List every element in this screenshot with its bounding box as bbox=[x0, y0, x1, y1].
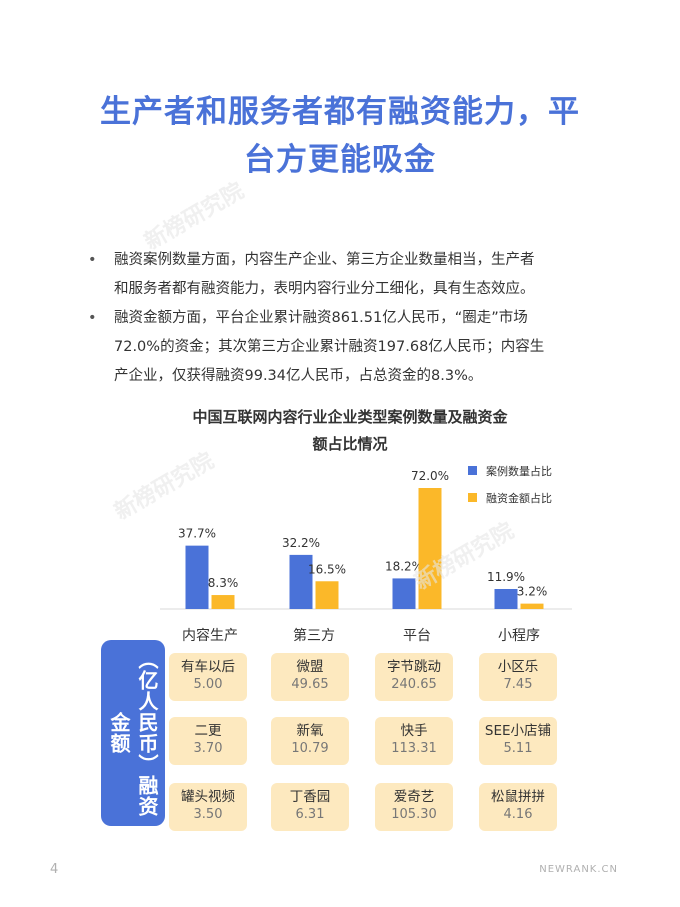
company-card: 松鼠拼拼 4.16 bbox=[479, 783, 557, 831]
data-label: 18.2% bbox=[385, 559, 423, 573]
bullet-line: 72.0%的资金；其次第三方企业累计融资197.68亿人民币；内容生 bbox=[114, 339, 545, 355]
legend-label: 案例数量占比 bbox=[486, 464, 552, 478]
company-name: 快手 bbox=[400, 723, 428, 739]
bar-case-count bbox=[392, 578, 416, 609]
company-card: 小区乐 7.45 bbox=[479, 653, 557, 701]
company-name: 松鼠拼拼 bbox=[491, 789, 545, 805]
page-title: 生产者和服务者都有融资能力，平 台方更能吸金 bbox=[60, 88, 620, 184]
bullet-list: 融资案例数量方面，内容生产企业、第三方企业数量相当，生产者 和服务者都有融资能力… bbox=[88, 246, 598, 391]
category-label: 小程序 bbox=[498, 628, 540, 644]
company-amount: 5.00 bbox=[193, 677, 223, 692]
company-card: 爱奇艺 105.30 bbox=[375, 783, 453, 831]
company-name: 爱奇艺 bbox=[393, 789, 435, 805]
data-label: 72.0% bbox=[411, 469, 449, 483]
bar-funding-amount bbox=[211, 595, 235, 609]
title-line-2: 台方更能吸金 bbox=[244, 142, 436, 178]
company-name: 丁香园 bbox=[289, 789, 331, 805]
company-amount: 6.31 bbox=[295, 807, 325, 822]
legend-swatch bbox=[468, 466, 477, 475]
company-card: 有车以后 5.00 bbox=[169, 653, 247, 701]
company-card: 罐头视频 3.50 bbox=[169, 783, 247, 831]
bullet-line: 和服务者都有融资能力，表明内容行业分工细化，具有生态效应。 bbox=[114, 281, 535, 297]
amount-unit-label: （亿人民币）融资金额 bbox=[107, 649, 159, 817]
bar-case-count bbox=[494, 589, 518, 609]
company-card: 快手 113.31 bbox=[375, 717, 453, 765]
company-amount: 4.16 bbox=[503, 807, 533, 822]
data-label: 16.5% bbox=[308, 562, 346, 576]
company-amount: 3.50 bbox=[193, 807, 223, 822]
company-name: 罐头视频 bbox=[181, 789, 235, 805]
company-name: 有车以后 bbox=[181, 659, 235, 675]
data-label: 11.9% bbox=[487, 570, 525, 584]
company-card: 新氧 10.79 bbox=[271, 717, 349, 765]
company-name: 小区乐 bbox=[497, 659, 539, 675]
page-number: 4 bbox=[50, 862, 59, 877]
company-amount: 105.30 bbox=[391, 807, 437, 822]
company-amount: 113.31 bbox=[391, 741, 437, 756]
bar-funding-amount bbox=[418, 488, 442, 609]
company-amount: 240.65 bbox=[391, 677, 437, 692]
legend-swatch bbox=[468, 493, 477, 502]
legend-label: 融资金额占比 bbox=[486, 491, 552, 505]
company-name: 二更 bbox=[194, 723, 222, 739]
company-card: 二更 3.70 bbox=[169, 717, 247, 765]
chart-title-line-2: 额占比情况 bbox=[312, 435, 388, 453]
company-card: SEE小店铺 5.11 bbox=[479, 717, 557, 765]
bar-funding-amount bbox=[315, 581, 339, 609]
chart-title-line-1: 中国互联网内容行业企业类型案例数量及融资金 bbox=[192, 408, 508, 426]
company-amount: 49.65 bbox=[291, 677, 329, 692]
data-label: 3.2% bbox=[517, 585, 548, 599]
bar-case-count bbox=[185, 545, 209, 609]
bullet-line: 融资金额方面，平台企业累计融资861.51亿人民币，“圈走”市场 bbox=[114, 310, 528, 326]
company-amount: 10.79 bbox=[291, 741, 329, 756]
company-name: 字节跳动 bbox=[387, 659, 441, 675]
bullet-line: 融资案例数量方面，内容生产企业、第三方企业数量相当，生产者 bbox=[114, 252, 535, 268]
bar-funding-amount bbox=[520, 603, 544, 609]
category-label: 平台 bbox=[403, 628, 431, 644]
company-amount: 7.45 bbox=[503, 677, 533, 692]
data-label: 32.2% bbox=[282, 536, 320, 550]
watermark-text: 新榜研究院 bbox=[140, 178, 248, 256]
company-name: 新氧 bbox=[296, 723, 324, 739]
company-amount: 5.11 bbox=[503, 741, 533, 756]
data-label: 37.7% bbox=[178, 527, 216, 541]
title-line-1: 生产者和服务者都有融资能力，平 bbox=[100, 94, 580, 130]
chart-title: 中国互联网内容行业企业类型案例数量及融资金 额占比情况 bbox=[150, 404, 550, 458]
bar-case-count bbox=[289, 554, 313, 609]
company-card: 微盟 49.65 bbox=[271, 653, 349, 701]
company-card: 丁香园 6.31 bbox=[271, 783, 349, 831]
bar-chart: 37.7% 8.3% 内容生产 32.2% 16.5% 第三方 18.2% 72.0% 平台 11… bbox=[110, 178, 572, 644]
company-amount: 3.70 bbox=[193, 741, 223, 756]
footer-brand: NEWRANK.CN bbox=[539, 864, 618, 875]
watermark-text: 新榜研究院 bbox=[110, 448, 218, 526]
company-name: 微盟 bbox=[296, 659, 324, 675]
company-card: 字节跳动 240.65 bbox=[375, 653, 453, 701]
bullet-line: 产企业，仅获得融资99.34亿人民币，占总资金的8.3%。 bbox=[114, 368, 483, 384]
data-label: 8.3% bbox=[208, 576, 239, 590]
company-name: SEE小店铺 bbox=[484, 723, 552, 739]
amount-unit-badge: （亿人民币）融资金额 bbox=[101, 640, 165, 826]
bullet-item-count: 融资案例数量方面，内容生产企业、第三方企业数量相当，生产者 和服务者都有融资能力… bbox=[88, 246, 598, 304]
category-label: 内容生产 bbox=[182, 627, 238, 644]
bullet-item-amount: 融资金额方面，平台企业累计融资861.51亿人民币，“圈走”市场 72.0%的资… bbox=[88, 304, 598, 391]
category-label: 第三方 bbox=[293, 627, 335, 644]
